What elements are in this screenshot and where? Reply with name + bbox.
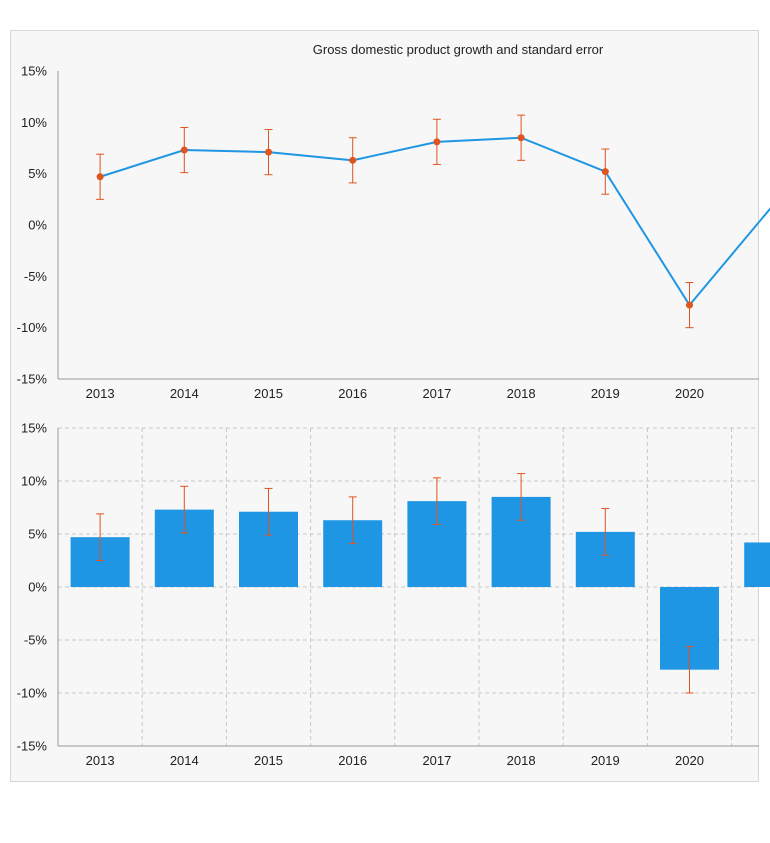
y-tick-label: 0% [28,218,47,233]
chart-panel [10,30,759,782]
data-point [601,168,609,176]
x-tick-label: 2015 [254,753,283,768]
y-tick-label: 5% [28,527,47,542]
y-tick-label: 5% [28,166,47,181]
data-point [686,301,693,309]
y-tick-label: 10% [21,474,47,489]
series-line [99,136,770,307]
x-tick-label: 2017 [422,753,451,768]
data-point [349,156,357,164]
y-tick-label: 10% [21,115,47,130]
y-tick-label: 15% [21,64,47,79]
data-point [265,148,272,156]
data-point [517,134,525,142]
y-tick-label: -15% [17,739,48,754]
x-tick-label: 2019 [591,386,620,401]
chart-title: Gross domestic product growth and standa… [313,42,604,57]
x-tick-label: 2017 [422,386,451,401]
y-tick-label: -10% [17,320,48,335]
data-point [433,138,441,146]
y-tick-label: -10% [17,686,48,701]
x-tick-label: 2016 [338,386,367,401]
x-tick-label: 2015 [254,386,283,401]
y-tick-label: 15% [21,421,47,436]
x-tick-label: 2013 [86,753,115,768]
data-point [96,173,104,181]
data-point [180,146,188,154]
x-tick-label: 2018 [507,386,536,401]
bar [744,542,770,587]
x-tick-label: 2018 [507,753,536,768]
y-tick-label: -5% [24,633,48,648]
line-chart: 15% 10% 5% 0% -5% -10% -15% 2013 2014 2015 2016 201… [17,64,770,401]
x-tick-label: 2020 [675,753,704,768]
y-tick-label: -5% [24,269,48,284]
x-tick-label: 2019 [591,753,620,768]
y-tick-label: 0% [28,580,47,595]
y-tick-label: -15% [17,372,48,387]
x-tick-label: 2014 [170,753,199,768]
x-tick-label: 2014 [170,386,199,401]
x-tick-label: 2016 [338,753,367,768]
x-tick-label: 2013 [86,386,115,401]
x-tick-label: 2020 [675,386,704,401]
bar-chart: 15% 10% 5% 0% -5% -10% -15% 2013 2014 2015 2016 201… [17,421,770,768]
